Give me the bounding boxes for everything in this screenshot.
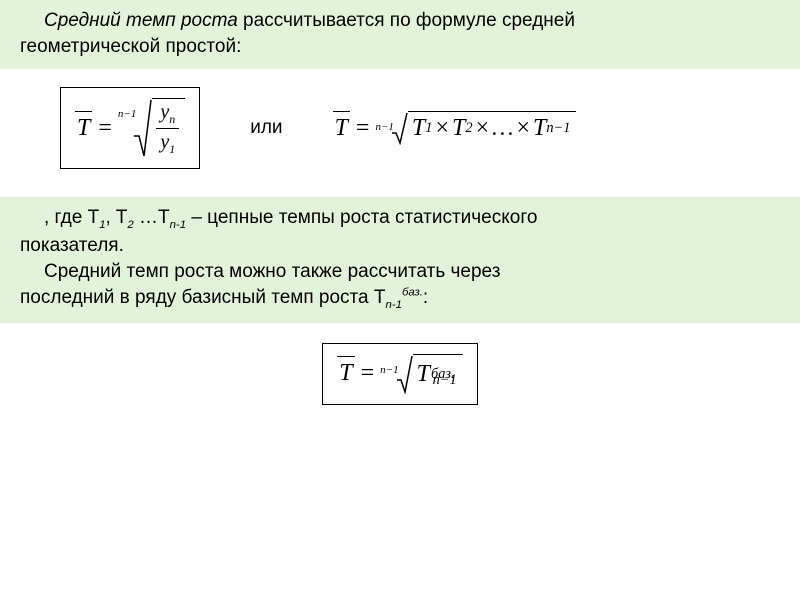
tn1-sub: n−1 bbox=[546, 120, 570, 137]
y1: y bbox=[160, 131, 169, 153]
ex-line-2: показателя. bbox=[20, 233, 780, 259]
yn-sub: n bbox=[169, 112, 175, 126]
ex1b: , T bbox=[106, 207, 128, 228]
ex1c: …T bbox=[134, 207, 170, 228]
t-bar: T bbox=[75, 115, 92, 142]
radicand-1: yn y1 bbox=[152, 98, 185, 156]
intro-line-2: геометрической простой: bbox=[20, 34, 780, 60]
ex4a: последний в ряду базисный темп роста T bbox=[20, 287, 385, 308]
ex4b: : bbox=[423, 287, 428, 308]
intro-rest: рассчитывается по формуле средней bbox=[238, 10, 575, 31]
radical-icon bbox=[134, 98, 152, 158]
t-bar-3: T bbox=[337, 360, 354, 387]
equals-2: = bbox=[356, 115, 370, 142]
ex4-sup: баз. bbox=[402, 286, 423, 298]
intro-line-1: Средний темп роста рассчитывается по фор… bbox=[20, 8, 780, 34]
fraction: yn y1 bbox=[156, 101, 179, 156]
intro-italic: Средний темп роста bbox=[44, 10, 238, 31]
tn1: T bbox=[533, 115, 546, 142]
formula-2: T = n−1 T1 × T2 × … × Tn−1 bbox=[333, 111, 577, 145]
or-label: или bbox=[250, 117, 282, 139]
formula-row: T = n−1 yn y1 или T = n−1 bbox=[0, 69, 800, 187]
t1: T bbox=[412, 115, 425, 142]
times-3: × bbox=[516, 115, 530, 142]
root-1: n−1 yn y1 bbox=[118, 98, 185, 158]
times-2: × bbox=[476, 115, 490, 142]
radical-icon bbox=[392, 111, 408, 145]
formula-3-wrap: T = n−1 Tбаз.n−1 bbox=[0, 323, 800, 425]
intro-block: Средний темп роста рассчитывается по фор… bbox=[0, 0, 800, 69]
ex-line-4: последний в ряду базисный темп роста Tn-… bbox=[20, 285, 780, 313]
dots: … bbox=[492, 115, 513, 142]
ex-line-3: Средний темп роста можно также рассчитат… bbox=[20, 259, 780, 285]
t-bar-2: T bbox=[333, 115, 350, 142]
formula-1: T = n−1 yn y1 bbox=[60, 87, 200, 169]
radical-icon bbox=[397, 354, 413, 394]
ex-line-1: , где T1, T2 …Tn-1 – цепные темпы роста … bbox=[20, 205, 780, 233]
radicand-3: Tбаз.n−1 bbox=[413, 354, 463, 392]
root-3: n−1 Tбаз.n−1 bbox=[380, 354, 463, 394]
times-1: × bbox=[435, 115, 449, 142]
y1-sub: 1 bbox=[169, 142, 175, 156]
ex1a: , где T bbox=[44, 207, 99, 228]
formula-3: T = n−1 Tбаз.n−1 bbox=[322, 343, 477, 405]
ex4-sn1: n-1 bbox=[385, 299, 401, 311]
explain-block: , где T1, T2 …Tn-1 – цепные темпы роста … bbox=[0, 197, 800, 323]
ex1d: – цепные темпы роста статистического bbox=[186, 207, 537, 228]
root-2: n−1 T1 × T2 × … × Tn−1 bbox=[375, 111, 576, 145]
t2: T bbox=[452, 115, 465, 142]
t-baz-sub: n−1 bbox=[433, 372, 457, 389]
equals: = bbox=[98, 115, 112, 142]
frac-den: y1 bbox=[156, 128, 179, 156]
equals-3: = bbox=[361, 360, 375, 387]
t1-sub: 1 bbox=[425, 120, 432, 137]
yn: y bbox=[160, 101, 169, 123]
t-baz: T bbox=[417, 361, 430, 388]
t2-sub: 2 bbox=[465, 120, 472, 137]
ex1-sn1: n-1 bbox=[170, 219, 186, 231]
radicand-2: T1 × T2 × … × Tn−1 bbox=[408, 111, 577, 143]
frac-num: yn bbox=[156, 101, 179, 128]
